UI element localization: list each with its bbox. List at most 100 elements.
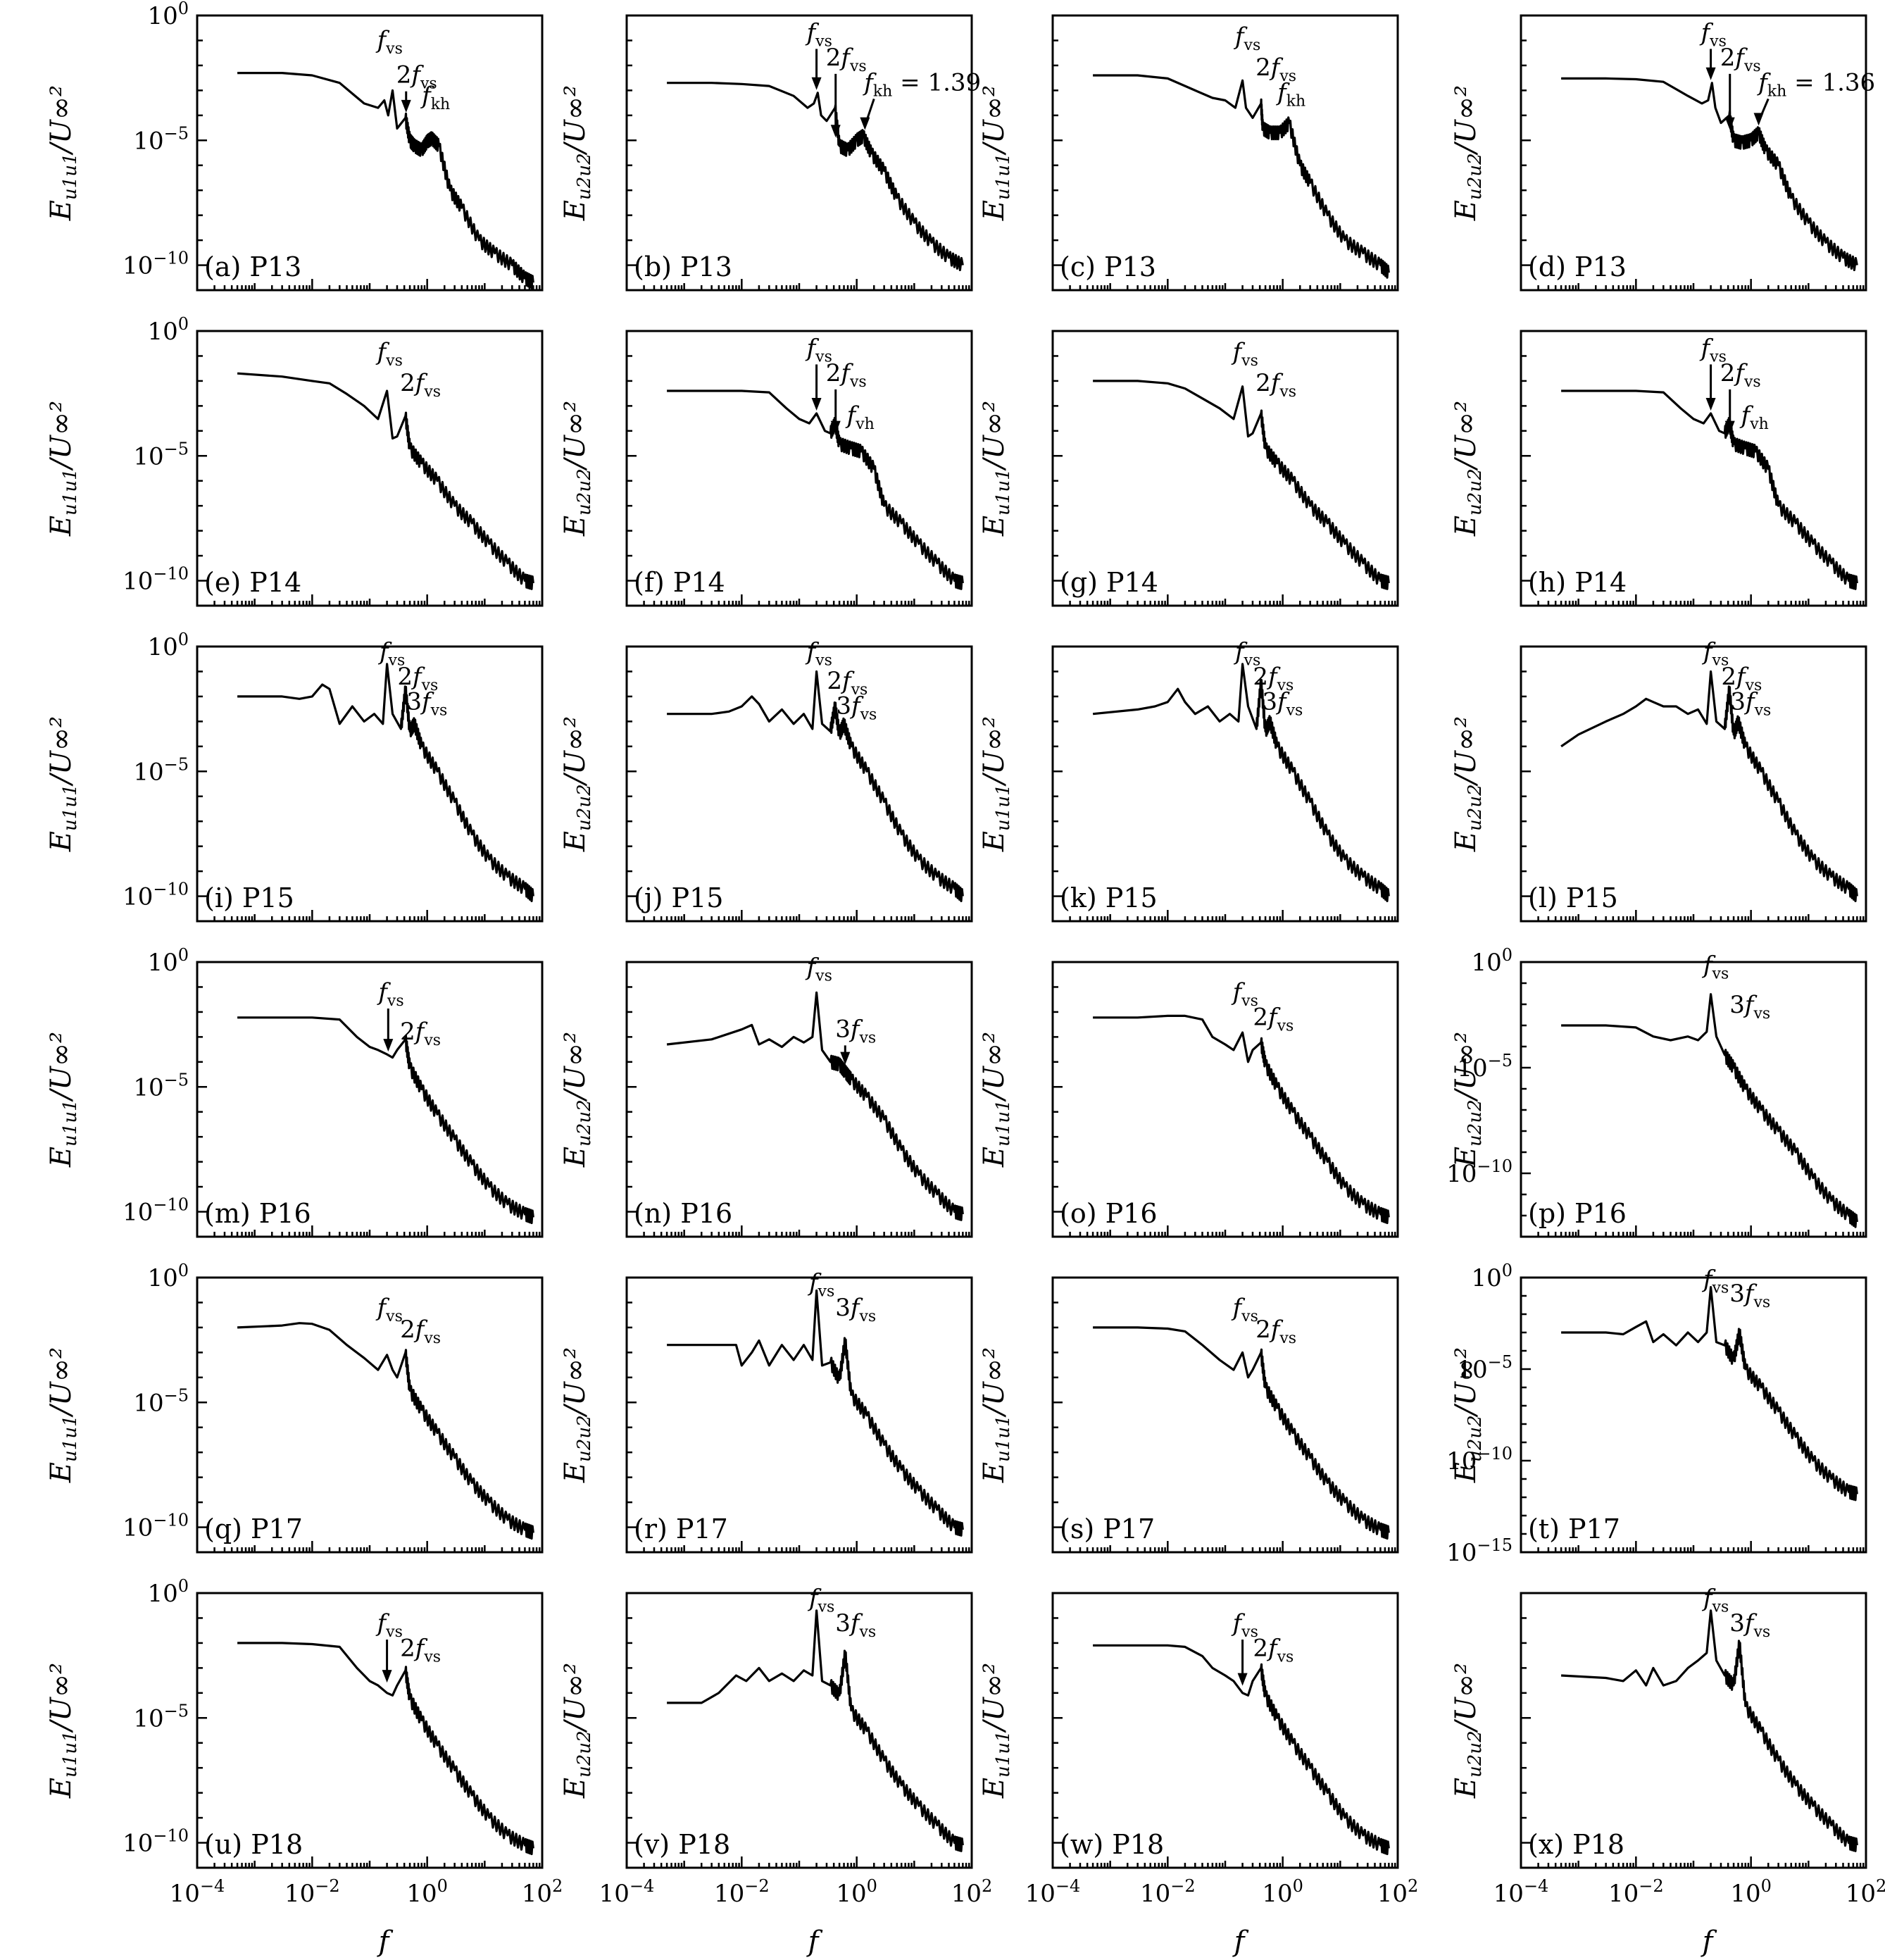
spectrum-curve [1561,389,1858,590]
plot-frame [625,961,973,1238]
spectrum-curve [237,663,534,902]
arrowhead [1705,398,1716,411]
y-axis-label: Eu1u1/U∞² [978,85,1014,221]
arrowhead [1724,117,1735,130]
peak-annotation: fvs [807,1269,834,1301]
arrowhead [840,1051,851,1065]
peak-annotation: fvs [805,954,832,985]
arrowhead [382,1670,392,1683]
spectrum-curve [1561,1609,1858,1852]
arrowhead [1724,420,1735,434]
y-tick-label: 10−15 [1446,1535,1513,1567]
y-axis-label: Eu2u2/U∞² [1450,85,1486,221]
spectrum-curve [1093,1644,1390,1856]
y-axis-label: Eu2u2/U∞² [1450,1032,1486,1168]
y-tick-label: 100 [147,945,189,977]
plot-frame [196,961,544,1238]
y-axis-label: Eu2u2/U∞² [1450,1347,1486,1483]
y-axis-label: Eu2u2/U∞² [559,1663,595,1799]
plot-frame [196,330,544,607]
spectrum-curve [1561,1286,1858,1502]
spectrum-curve [237,372,534,590]
spectrum-curve [1560,670,1858,902]
plot-frame [1520,14,1867,292]
arrowhead [401,99,411,113]
peak-annotation: fvs [375,1294,403,1325]
panel-label: (u) P18 [204,1829,303,1860]
plot-frame [1051,645,1399,923]
peak-annotation: fvh [1739,401,1769,433]
panel-u: 100 10−5 10−10 10−4 10−2 100 102 f Eu1u1/U∞² (u) … [45,1576,563,1958]
y-tick-label: 100 [147,314,189,346]
peak-annotation: 3fvs [1262,687,1303,719]
panel-label: (k) P15 [1060,882,1158,913]
spectrum-curve [667,1609,964,1852]
spectrum-curve [237,72,534,289]
y-axis-label: Eu1u1/U∞² [978,1347,1014,1483]
y-axis-label: Eu1u1/U∞² [45,716,81,852]
peak-annotation: 2fvs [1720,44,1761,75]
arrowhead [1705,67,1716,80]
spectrum-curve [1561,993,1858,1228]
plot-frame [1520,961,1867,1238]
peak-annotation: fvs [805,638,832,670]
plot-frame [625,14,973,292]
y-tick-label: 10−5 [133,1070,189,1101]
arrowhead [811,398,822,411]
arrowhead [830,420,841,434]
panel-label: (c) P13 [1060,251,1156,282]
y-axis-label: Eu1u1/U∞² [978,1032,1014,1168]
peak-annotation: 2fvs [1253,663,1294,694]
panel-label: (r) P17 [634,1513,728,1544]
y-tick-label: 100 [147,630,189,661]
plot-frame [196,1276,544,1554]
spectrum-curve [667,82,964,271]
plot-frame [1520,330,1867,607]
peak-annotation: fkh = 1.39 [862,68,981,100]
y-axis-label: Eu2u2/U∞² [1450,716,1486,852]
peak-annotation: fvs [1231,338,1258,370]
y-axis-label: Eu1u1/U∞² [45,1347,81,1483]
y-tick-label: 10−5 [133,754,189,786]
x-tick-label: 10−4 [170,1876,225,1908]
arrowhead [811,77,822,90]
plot-frame [1520,645,1867,923]
panel-label: (b) P13 [634,251,732,282]
y-axis-label: Eu1u1/U∞² [45,1663,81,1799]
peak-annotation: fvs [375,26,403,58]
x-axis-label: f [1701,1925,1717,1958]
peak-annotation: fvs [805,18,832,50]
panel-label: (v) P18 [634,1829,730,1860]
peak-annotation: fvs [375,1609,403,1641]
y-tick-label: 10−5 [133,439,189,470]
panel-label: (n) P16 [634,1198,732,1229]
panel-label: (h) P14 [1528,567,1627,598]
x-tick-label: 10−2 [1608,1876,1664,1908]
peak-annotation: 3fvs [406,687,447,719]
y-axis-label: Eu2u2/U∞² [559,1032,595,1168]
plot-frame [625,1276,973,1554]
peak-annotation: fvs [1701,1585,1729,1616]
peak-annotation: 2fvs [400,1316,441,1347]
spectrum-curve [667,389,964,590]
x-tick-label: 10−4 [1025,1876,1081,1908]
spectrum-curve [1093,380,1390,590]
y-tick-label: 10−10 [123,249,189,280]
peak-annotation: fvs [375,338,403,370]
panel-label: (t) P17 [1528,1513,1620,1544]
x-tick-label: 10−2 [1140,1876,1196,1908]
y-tick-label: 100 [1471,945,1513,977]
y-tick-label: 10−10 [123,1826,189,1858]
panel-label: (l) P15 [1528,882,1618,913]
peak-annotation: 2fvs [1253,1634,1294,1666]
